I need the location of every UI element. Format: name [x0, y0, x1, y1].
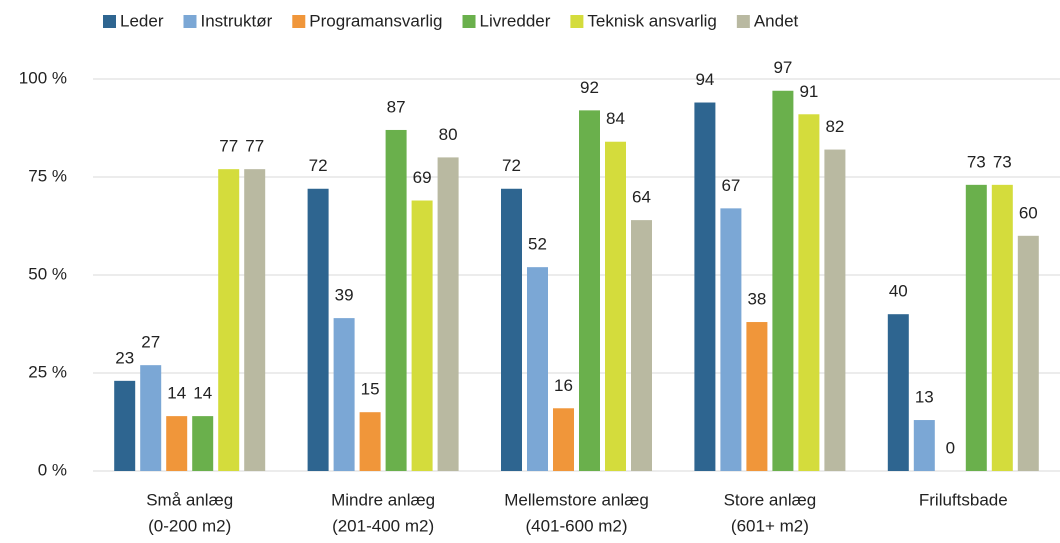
legend-label: Programansvarlig	[309, 11, 442, 30]
data-label: 87	[387, 97, 406, 116]
x-tick-label: (201-400 m2)	[332, 516, 434, 535]
bar	[385, 129, 407, 471]
legend-swatch	[736, 15, 750, 28]
data-label: 27	[141, 333, 160, 352]
data-label: 72	[309, 156, 328, 175]
bar	[140, 365, 162, 471]
bar	[631, 220, 652, 471]
data-label: 52	[528, 235, 547, 254]
bar	[694, 102, 716, 472]
data-label: 77	[219, 137, 238, 156]
bar	[192, 416, 214, 471]
x-tick-label: (401-600 m2)	[525, 516, 627, 535]
data-label: 73	[993, 152, 1012, 171]
legend-swatch	[103, 15, 116, 28]
bar	[527, 267, 548, 471]
bar	[553, 408, 574, 471]
data-label: 94	[695, 70, 714, 89]
data-label: 38	[747, 290, 766, 309]
data-label: 13	[915, 388, 934, 407]
bar	[333, 318, 355, 471]
x-tick-label: Mindre anlæg	[331, 490, 435, 509]
data-label: 97	[773, 58, 792, 77]
data-label: 69	[413, 168, 432, 187]
bar	[307, 188, 329, 471]
data-label: 14	[193, 384, 212, 403]
y-tick-label: 100 %	[19, 68, 67, 87]
data-label: 64	[632, 188, 651, 207]
x-tick-label: Friluftsbade	[919, 490, 1008, 509]
y-tick-label: 50 %	[28, 264, 67, 283]
legend-label: Instruktør	[200, 11, 272, 30]
data-label: 84	[606, 109, 625, 128]
bar	[1017, 235, 1039, 471]
legend-label: Teknisk ansvarlig	[587, 11, 716, 30]
x-tick-label: (0-200 m2)	[148, 516, 231, 535]
data-label: 77	[245, 137, 264, 156]
bar	[991, 184, 1013, 471]
bar	[437, 157, 459, 471]
bar	[579, 110, 600, 472]
bar	[824, 149, 846, 471]
legend-label: Andet	[754, 11, 799, 30]
bar	[605, 141, 626, 471]
data-label: 60	[1019, 203, 1038, 222]
data-label: 16	[554, 376, 573, 395]
legend-swatch	[292, 15, 306, 28]
data-label: 67	[721, 176, 740, 195]
bar	[965, 184, 987, 471]
bar	[166, 416, 188, 471]
data-label: 92	[580, 78, 599, 97]
bar	[798, 114, 820, 471]
data-label: 80	[439, 125, 458, 144]
data-label: 73	[967, 152, 986, 171]
y-tick-label: 75 %	[28, 166, 67, 185]
data-label: 91	[799, 82, 818, 101]
x-tick-label: Små anlæg	[146, 490, 233, 509]
data-label: 39	[335, 286, 354, 305]
bar	[746, 322, 768, 471]
bar	[913, 420, 935, 471]
legend-swatch	[570, 15, 584, 28]
bar	[501, 188, 522, 471]
data-label: 82	[825, 117, 844, 136]
data-label: 72	[502, 156, 521, 175]
data-label: 23	[115, 348, 134, 367]
x-tick-label: Store anlæg	[724, 490, 817, 509]
y-tick-label: 0 %	[38, 460, 67, 479]
x-tick-label: Mellemstore anlæg	[504, 490, 649, 509]
data-label: 0	[946, 438, 955, 457]
legend-label: Livredder	[480, 11, 551, 30]
data-label: 40	[889, 282, 908, 301]
y-tick-label: 25 %	[28, 362, 67, 381]
legend-swatch	[462, 15, 476, 28]
bar	[218, 169, 240, 471]
bar	[411, 200, 433, 471]
x-tick-label: (601+ m2)	[731, 516, 809, 535]
bar	[887, 314, 909, 471]
legend-swatch	[183, 15, 197, 28]
legend-label: Leder	[120, 11, 164, 30]
bar	[772, 90, 794, 471]
bar	[244, 169, 266, 471]
data-label: 15	[361, 380, 380, 399]
bar	[359, 412, 381, 471]
data-label: 14	[167, 384, 186, 403]
bar	[114, 380, 136, 471]
bar	[720, 208, 742, 472]
